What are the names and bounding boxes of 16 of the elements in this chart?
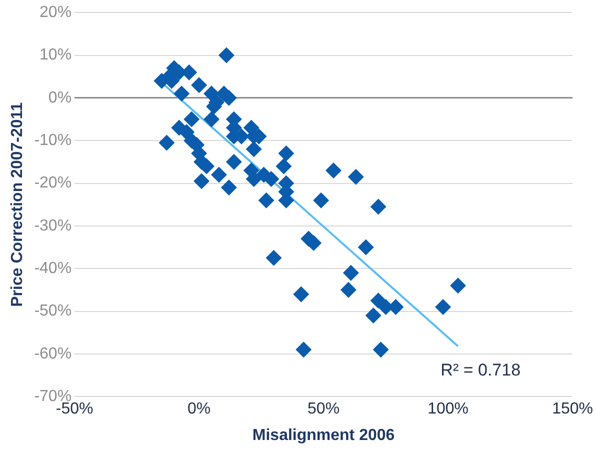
y-tick-label: -60% — [34, 345, 72, 362]
y-tick-label: 10% — [40, 46, 72, 64]
y-tick-label: -40% — [34, 260, 72, 278]
y-tick-label: -30% — [34, 217, 72, 234]
x-tick-label: 100% — [428, 400, 469, 418]
x-tick-label: 150% — [552, 400, 593, 418]
y-tick-label: -50% — [34, 302, 72, 320]
annotation: R² = 0.718 — [440, 360, 521, 380]
x-tick-label: 50% — [308, 400, 340, 418]
y-tick-label: -10% — [34, 132, 72, 150]
y-tick-label: 20% — [40, 4, 72, 22]
y-tick-label: -20% — [34, 174, 72, 192]
y-tick-label: 0% — [48, 89, 72, 106]
x-tick-label: 0% — [187, 400, 211, 418]
x-axis-title: Misalignment 2006 — [252, 426, 395, 444]
y-axis-title: Price Correction 2007-2011 — [9, 102, 26, 307]
